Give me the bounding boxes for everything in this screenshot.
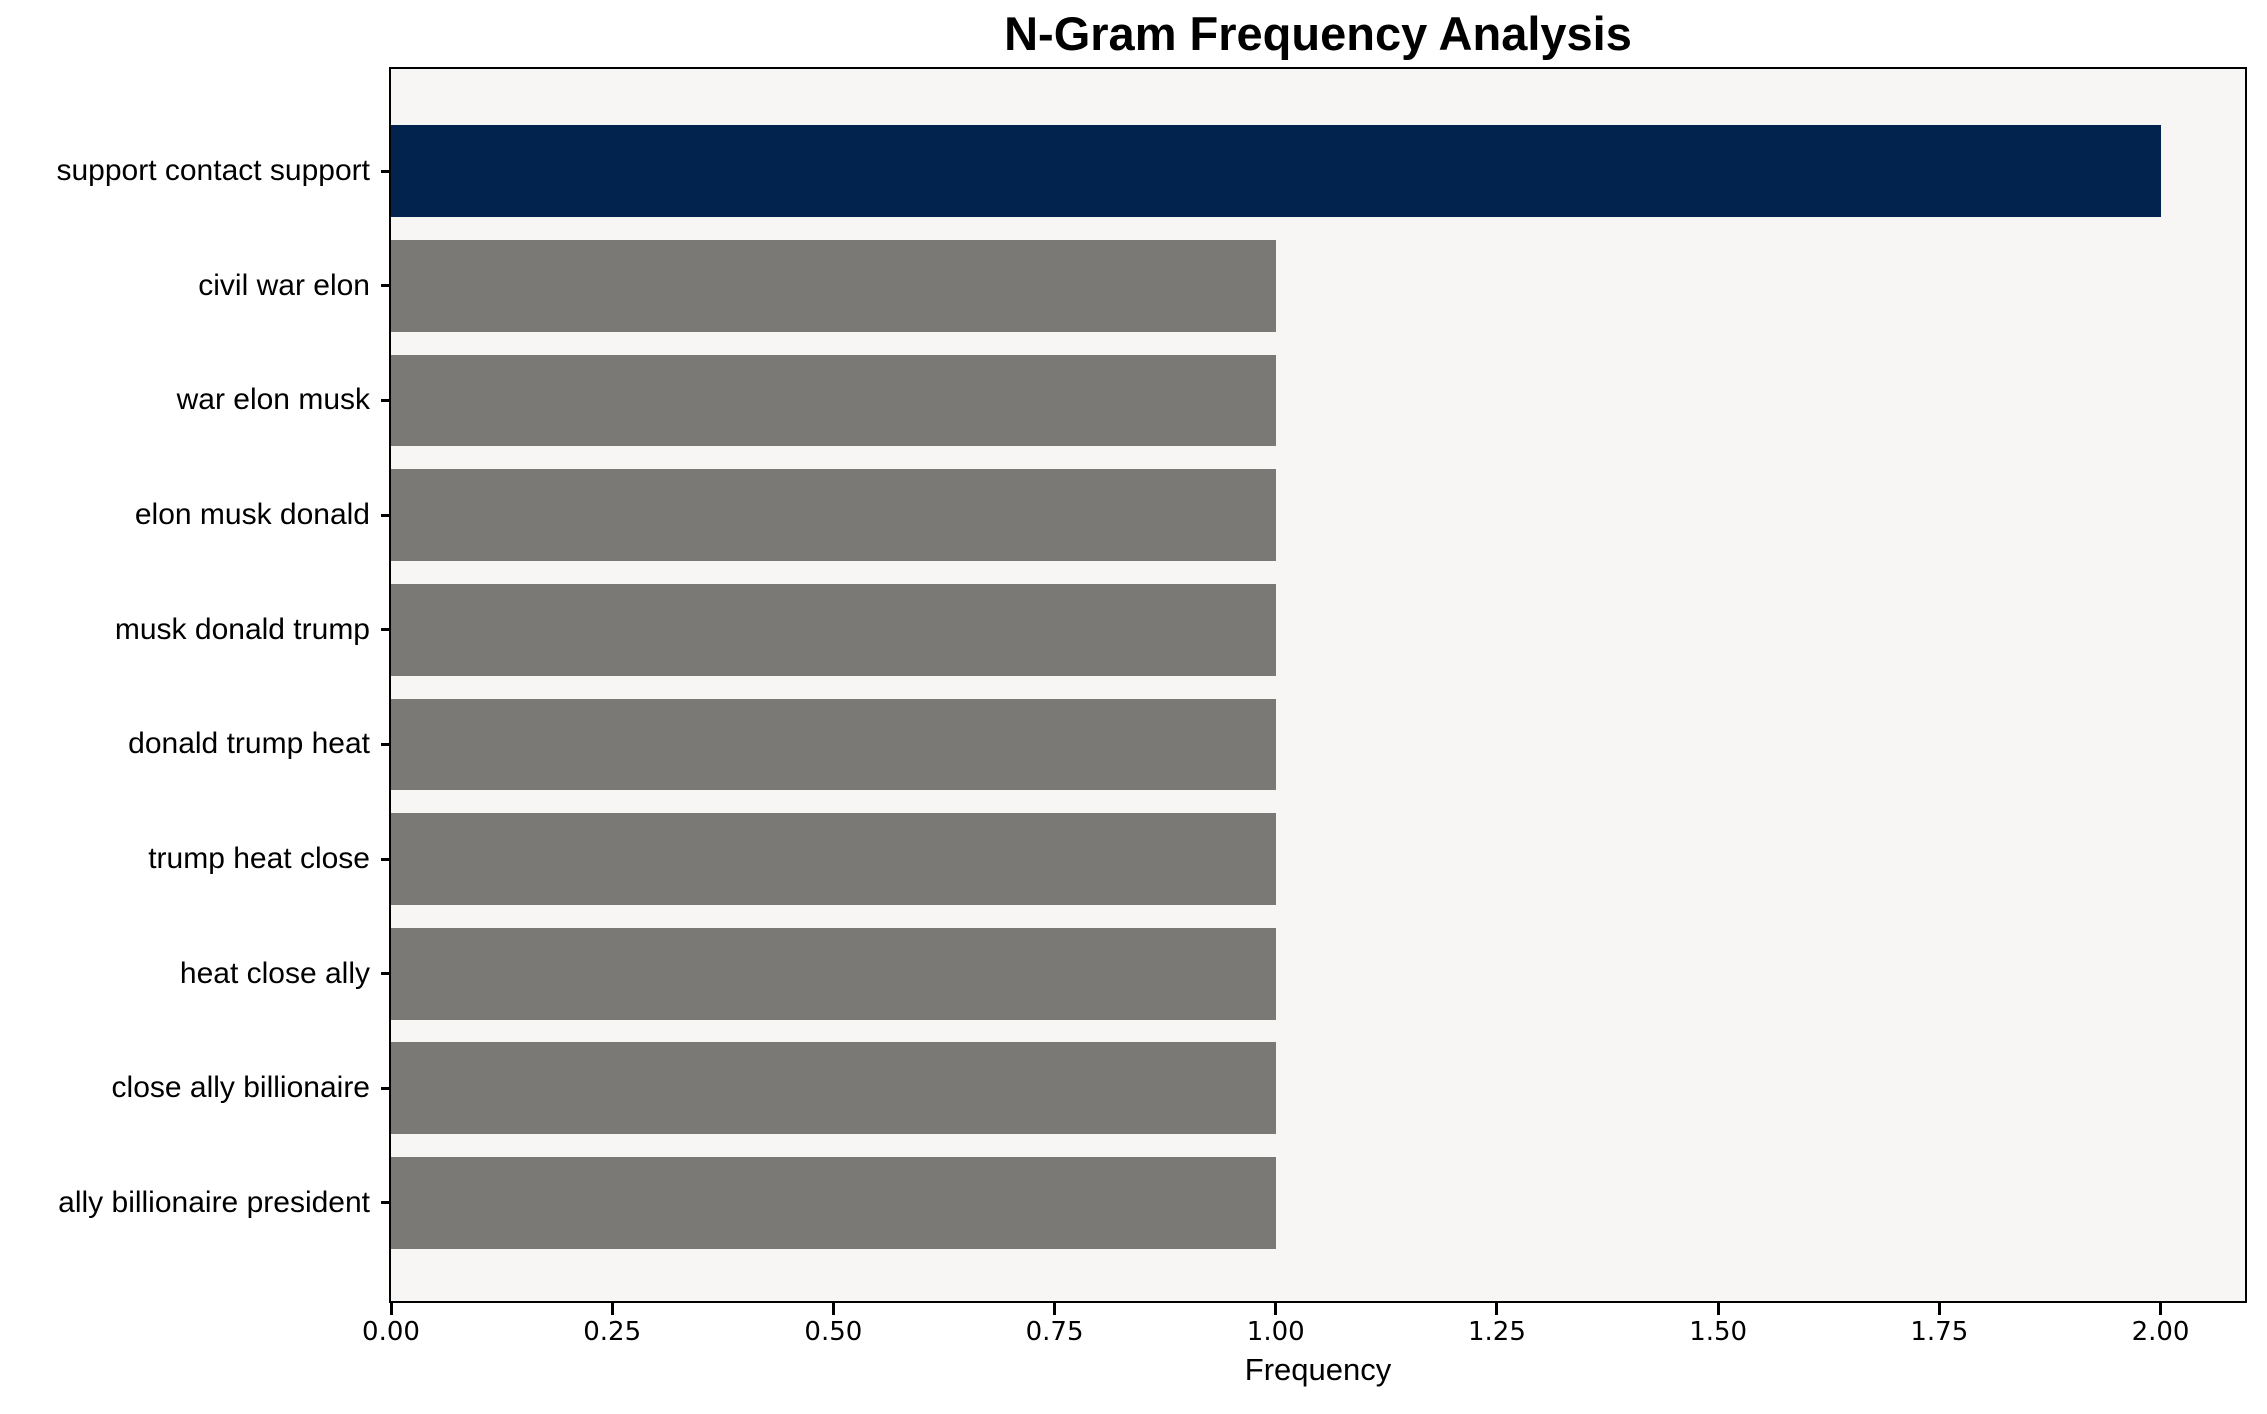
x-tick-mark	[831, 1303, 835, 1315]
x-tick-mark	[2159, 1303, 2163, 1315]
y-tick-mark	[381, 628, 391, 632]
y-tick-mark	[381, 1201, 391, 1205]
y-tick-mark	[381, 857, 391, 861]
bar	[391, 354, 1276, 447]
plot-area: support contact support civil war elon war…	[56, 67, 2247, 1347]
y-tick-mark	[381, 284, 391, 288]
x-tick-mark	[1937, 1303, 1941, 1315]
y-tick-mark	[381, 742, 391, 746]
bar	[391, 927, 1276, 1020]
y-tick-mark	[381, 1086, 391, 1090]
bar	[391, 583, 1276, 676]
y-tick-label: musk donald trump	[114, 612, 370, 646]
bar	[391, 469, 1276, 561]
x-tick-mark	[389, 1303, 393, 1315]
y-tick-label: ally billionaire president	[58, 1185, 370, 1219]
y-tick-mark	[381, 513, 391, 517]
chart-title: N-Gram Frequency Analysis	[1004, 7, 1632, 60]
x-tick-label: 0.75	[1025, 1317, 1084, 1347]
y-tick-label: close ally billionaire	[111, 1071, 370, 1105]
y-tick-mark	[381, 169, 391, 173]
x-tick-label: 1.00	[1246, 1317, 1305, 1347]
x-tick-mark	[1716, 1303, 1720, 1315]
y-tick-mark	[381, 972, 391, 976]
x-tick-label: 1.25	[1467, 1317, 1526, 1347]
bar	[391, 125, 2161, 217]
y-tick-label: heat close ally	[179, 956, 370, 990]
x-tick-label: 1.75	[1910, 1317, 1969, 1347]
bar	[391, 1157, 1276, 1249]
x-tick-mark	[1495, 1303, 1499, 1315]
x-tick-label: 1.50	[1689, 1317, 1748, 1347]
y-tick-label: elon musk donald	[134, 498, 370, 532]
x-tick-mark	[610, 1303, 614, 1315]
x-tick-label: 0.50	[804, 1317, 863, 1347]
y-tick-label: trump heat close	[148, 842, 370, 875]
bar	[391, 813, 1276, 905]
bar	[391, 239, 1276, 332]
bar	[391, 1042, 1276, 1135]
y-tick-label: donald trump heat	[128, 727, 370, 761]
x-axis-label: Frequency	[1244, 1352, 1392, 1387]
y-tick-mark	[381, 398, 391, 402]
y-tick-label: war elon musk	[176, 383, 370, 417]
x-tick-label: 2.00	[2131, 1317, 2190, 1347]
y-tick-label: support contact support	[56, 154, 370, 188]
x-tick-label: 0.00	[362, 1317, 420, 1347]
x-tick-mark	[1053, 1303, 1057, 1315]
x-tick-mark	[1274, 1303, 1278, 1315]
bar	[391, 698, 1276, 791]
x-tick-label: 0.25	[583, 1317, 642, 1347]
y-tick-label: civil war elon	[198, 268, 370, 302]
